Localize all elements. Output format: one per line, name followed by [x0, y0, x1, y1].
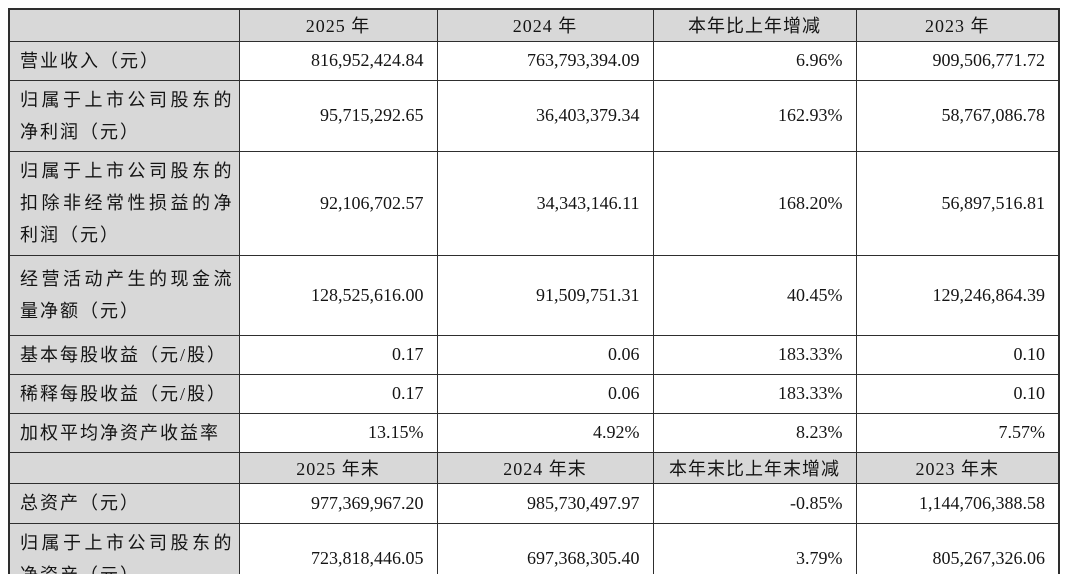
yoy-change: -0.85%	[652, 482, 857, 524]
table-row-weighted-avg-roe: 加权平均净资产收益率 13.15% 4.92% 8.23% 7.57%	[8, 412, 1060, 453]
value-2023: 909,506,771.72	[855, 40, 1060, 81]
value-2024: 0.06	[436, 334, 654, 375]
row-label: 营业收入（元）	[8, 40, 240, 81]
value-2023: 805,267,326.06	[855, 522, 1060, 574]
row-label: 总资产（元）	[8, 482, 240, 524]
yoy-change: 6.96%	[652, 40, 857, 81]
value-2025: 95,715,292.65	[238, 79, 438, 152]
row-label: 归属于上市公司股东的扣除非经常性损益的净利润（元）	[8, 150, 240, 256]
value-2025: 92,106,702.57	[238, 150, 438, 256]
table-row-net-profit: 归属于上市公司股东的净利润（元） 95,715,292.65 36,403,37…	[8, 79, 1060, 152]
annual-header-row: 2025 年 2024 年 本年比上年增减 2023 年	[8, 8, 1060, 42]
value-2023: 7.57%	[855, 412, 1060, 453]
row-label: 加权平均净资产收益率	[8, 412, 240, 453]
table-row-net-profit-excl-nonrecurring: 归属于上市公司股东的扣除非经常性损益的净利润（元） 92,106,702.57 …	[8, 150, 1060, 256]
financial-summary-table: 2025 年 2024 年 本年比上年增减 2023 年 营业收入（元） 816…	[8, 8, 1060, 574]
corner-cell	[8, 8, 240, 42]
table-row-total-assets: 总资产（元） 977,369,967.20 985,730,497.97 -0.…	[8, 482, 1060, 524]
value-2024: 0.06	[436, 373, 654, 414]
yearend-header-row: 2025 年末 2024 年末 本年末比上年末增减 2023 年末	[8, 451, 1060, 484]
value-2023: 58,767,086.78	[855, 79, 1060, 152]
table-row-net-assets: 归属于上市公司股东的净资产（元） 723,818,446.05 697,368,…	[8, 522, 1060, 574]
row-label: 归属于上市公司股东的净资产（元）	[8, 522, 240, 574]
value-2025: 128,525,616.00	[238, 254, 438, 336]
yoy-change: 183.33%	[652, 373, 857, 414]
yoy-change: 183.33%	[652, 334, 857, 375]
value-2025: 13.15%	[238, 412, 438, 453]
yoy-change: 168.20%	[652, 150, 857, 256]
header-2024-yearend: 2024 年末	[436, 451, 654, 484]
value-2024: 763,793,394.09	[436, 40, 654, 81]
value-2024: 4.92%	[436, 412, 654, 453]
header-yearend-change: 本年末比上年末增减	[652, 451, 857, 484]
yoy-change: 3.79%	[652, 522, 857, 574]
value-2023: 0.10	[855, 373, 1060, 414]
value-2025: 977,369,967.20	[238, 482, 438, 524]
value-2023: 129,246,864.39	[855, 254, 1060, 336]
header-2025-yearend: 2025 年末	[238, 451, 438, 484]
value-2024: 985,730,497.97	[436, 482, 654, 524]
yoy-change: 40.45%	[652, 254, 857, 336]
value-2025: 723,818,446.05	[238, 522, 438, 574]
value-2025: 816,952,424.84	[238, 40, 438, 81]
value-2024: 36,403,379.34	[436, 79, 654, 152]
header-2023-yearend: 2023 年末	[855, 451, 1060, 484]
value-2024: 91,509,751.31	[436, 254, 654, 336]
row-label: 基本每股收益（元/股）	[8, 334, 240, 375]
header-yoy-change: 本年比上年增减	[652, 8, 857, 42]
value-2023: 56,897,516.81	[855, 150, 1060, 256]
table-row-diluted-eps: 稀释每股收益（元/股） 0.17 0.06 183.33% 0.10	[8, 373, 1060, 414]
value-2024: 697,368,305.40	[436, 522, 654, 574]
table-row-basic-eps: 基本每股收益（元/股） 0.17 0.06 183.33% 0.10	[8, 334, 1060, 375]
value-2025: 0.17	[238, 334, 438, 375]
row-label: 经营活动产生的现金流量净额（元）	[8, 254, 240, 336]
corner-cell	[8, 451, 240, 484]
header-2025: 2025 年	[238, 8, 438, 42]
value-2024: 34,343,146.11	[436, 150, 654, 256]
header-2023: 2023 年	[855, 8, 1060, 42]
value-2023: 1,144,706,388.58	[855, 482, 1060, 524]
table-row-revenue: 营业收入（元） 816,952,424.84 763,793,394.09 6.…	[8, 40, 1060, 81]
yoy-change: 8.23%	[652, 412, 857, 453]
yoy-change: 162.93%	[652, 79, 857, 152]
row-label: 归属于上市公司股东的净利润（元）	[8, 79, 240, 152]
header-2024: 2024 年	[436, 8, 654, 42]
value-2025: 0.17	[238, 373, 438, 414]
row-label: 稀释每股收益（元/股）	[8, 373, 240, 414]
table-row-operating-cash-flow: 经营活动产生的现金流量净额（元） 128,525,616.00 91,509,7…	[8, 254, 1060, 336]
value-2023: 0.10	[855, 334, 1060, 375]
